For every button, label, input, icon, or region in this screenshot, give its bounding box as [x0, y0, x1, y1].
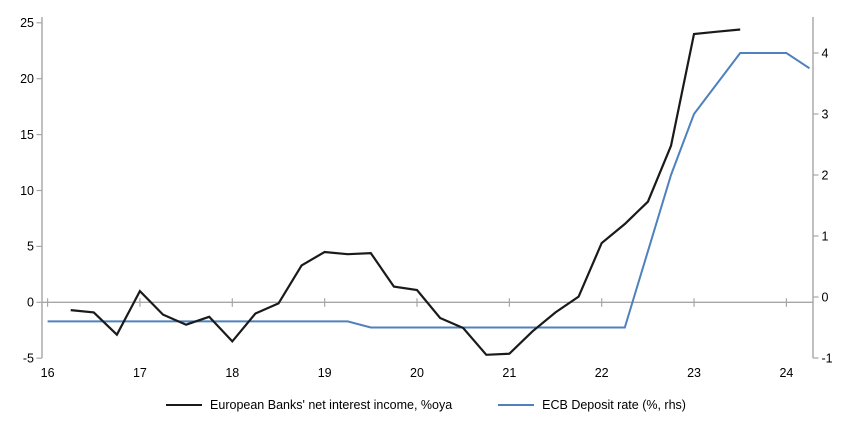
left-axis-tick-label: 25 — [20, 16, 34, 30]
ecb-legend-label: ECB Deposit rate (%, rhs) — [542, 398, 686, 412]
left-axis-tick-label: 15 — [20, 128, 34, 142]
ecb-line-swatch — [498, 404, 535, 406]
legend: European Banks' net interest income, %oy… — [0, 393, 852, 417]
right-axis-tick-label: 1 — [822, 229, 829, 243]
series-nii-line — [70, 28, 741, 356]
legend-item-nii: European Banks' net interest income, %oy… — [166, 398, 452, 412]
x-axis-tick-label: 20 — [410, 366, 424, 380]
left-axis-tick-label: 0 — [27, 296, 34, 310]
x-axis-tick-label: 22 — [595, 366, 609, 380]
left-axis-tick-label: 20 — [20, 72, 34, 86]
nii-line-swatch — [166, 404, 203, 406]
nii-legend-label: European Banks' net interest income, %oy… — [210, 398, 453, 412]
x-axis-tick-label: 23 — [687, 366, 701, 380]
x-axis-tick-label: 17 — [133, 366, 147, 380]
legend-item-ecb: ECB Deposit rate (%, rhs) — [498, 398, 686, 412]
right-axis-tick-label: 3 — [822, 107, 829, 121]
right-axis-tick-label: 2 — [822, 168, 829, 182]
left-axis-tick-label: 5 — [27, 240, 34, 254]
left-axis-tick-label: 10 — [20, 184, 34, 198]
x-axis-tick-label: 19 — [318, 366, 332, 380]
right-axis-tick-label: 4 — [822, 46, 829, 60]
right-axis-tick-label: 0 — [822, 290, 829, 304]
x-axis-tick-label: 21 — [502, 366, 516, 380]
x-axis-tick-label: 24 — [779, 366, 793, 380]
x-axis-tick-label: 16 — [41, 366, 55, 380]
right-axis-tick-label: -1 — [822, 351, 833, 365]
left-axis-tick-label: -5 — [23, 352, 34, 366]
series-ecb-line — [47, 52, 811, 329]
x-axis-tick-label: 18 — [225, 366, 239, 380]
